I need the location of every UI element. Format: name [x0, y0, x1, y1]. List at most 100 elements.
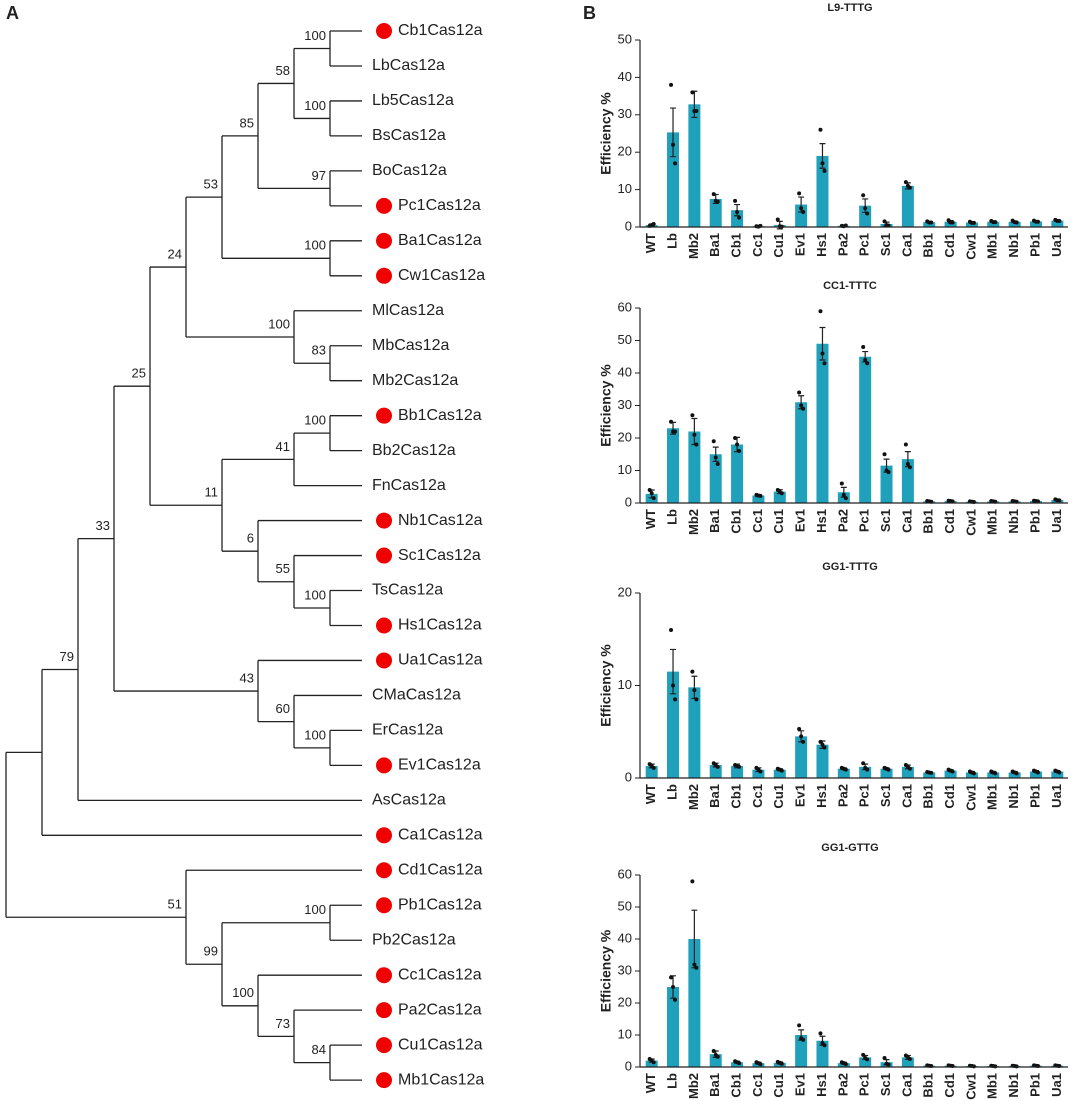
y-tick-label: 30	[618, 962, 632, 977]
data-point	[839, 481, 844, 486]
x-tick-label: Ba1	[707, 784, 722, 808]
data-point	[651, 1060, 656, 1065]
x-tick-label: Pc1	[857, 233, 872, 256]
x-tick-label: Sc1	[878, 1073, 893, 1096]
bar	[752, 495, 765, 503]
x-tick-label: Cd1	[942, 784, 957, 809]
leaf-label: MlCas12a	[372, 302, 444, 319]
data-point	[907, 1057, 912, 1061]
bar	[667, 428, 680, 503]
leaf-label: BoCas12a	[372, 162, 447, 179]
leaf-label: Pc1Cas12a	[398, 197, 481, 214]
bar	[795, 402, 808, 503]
data-point	[673, 997, 678, 1002]
data-point	[671, 683, 676, 688]
x-tick-label: Cw1	[963, 233, 978, 260]
marker	[376, 512, 392, 529]
leaf-label: Lb5Cas12a	[372, 92, 454, 109]
x-tick-label: Ua1	[1049, 1073, 1064, 1097]
bar	[944, 770, 957, 778]
data-point	[843, 767, 848, 772]
leaf-label: Sc1Cas12a	[398, 547, 481, 564]
x-tick-label: Lb	[664, 1073, 679, 1089]
bar	[1051, 771, 1064, 778]
leaf-label: Ba1Cas12a	[398, 232, 482, 249]
data-point	[971, 1064, 976, 1069]
bar	[923, 222, 936, 227]
support-label: 100	[304, 238, 326, 253]
data-point	[797, 390, 802, 395]
support-label: 33	[96, 518, 110, 533]
bar	[816, 1040, 829, 1067]
data-point	[779, 768, 784, 773]
marker	[376, 197, 392, 214]
x-tick-label: Pb1	[1027, 784, 1042, 808]
bar	[795, 204, 808, 227]
y-tick-label: 10	[618, 1026, 632, 1041]
x-tick-label: Cc1	[750, 1073, 765, 1097]
x-tick-label: Mb1	[985, 1073, 1000, 1099]
marker	[376, 827, 392, 844]
marker	[376, 967, 392, 984]
data-point	[907, 766, 912, 771]
x-tick-label: Cc1	[750, 784, 765, 808]
y-tick-label: 50	[618, 898, 632, 913]
error-bar	[670, 107, 677, 158]
x-tick-label: Ua1	[1049, 784, 1064, 808]
data-point	[669, 975, 674, 980]
leaf-label: Nb1Cas12a	[398, 512, 483, 529]
x-tick-label: Sc1	[878, 233, 893, 256]
bar	[688, 431, 701, 503]
data-point	[713, 455, 718, 460]
bar	[709, 198, 722, 227]
data-point	[820, 161, 825, 166]
chart-title: GG1-GTTG	[821, 842, 878, 854]
marker	[376, 547, 392, 564]
data-point	[799, 403, 804, 408]
x-tick-label: Ca1	[899, 509, 914, 533]
data-point	[903, 180, 908, 185]
x-tick-label: Ba1	[707, 509, 722, 533]
leaf-label: Cd1Cas12a	[398, 861, 483, 878]
x-tick-label: Pb1	[1027, 233, 1042, 257]
x-tick-label: Nb1	[1006, 1073, 1021, 1098]
data-point	[861, 193, 866, 198]
data-point	[775, 217, 780, 222]
data-point	[715, 199, 720, 204]
marker	[376, 1037, 392, 1054]
data-point	[1057, 498, 1062, 503]
data-point	[797, 726, 802, 731]
y-tick-label: 50	[618, 31, 632, 46]
bar	[837, 768, 850, 778]
marker	[376, 617, 392, 634]
data-point	[820, 351, 825, 356]
y-tick-label: 10	[618, 181, 632, 196]
y-tick-label: 30	[618, 397, 632, 412]
y-axis-label: Efficiency %	[598, 644, 614, 727]
data-point	[886, 470, 891, 475]
support-label: 100	[304, 98, 326, 113]
bar	[859, 356, 872, 503]
support-label: 100	[304, 413, 326, 428]
support-label: 41	[276, 439, 290, 454]
x-tick-label: Pc1	[857, 784, 872, 807]
data-point	[733, 198, 738, 203]
leaf-label: MbCas12a	[372, 337, 449, 354]
marker	[376, 1072, 392, 1089]
bar	[901, 766, 914, 778]
y-tick-label: 40	[618, 364, 632, 379]
data-point	[694, 442, 699, 447]
data-point	[673, 429, 678, 434]
data-point	[818, 309, 823, 314]
x-tick-label: Pa2	[835, 1073, 850, 1096]
x-tick-label: Sc1	[878, 509, 893, 532]
data-point	[1035, 770, 1040, 775]
x-tick-label: Sc1	[878, 784, 893, 807]
support-label: 100	[232, 985, 254, 1000]
leaf-label: BsCas12a	[372, 127, 446, 144]
x-tick-label: Mb1	[985, 233, 1000, 259]
data-point	[737, 449, 742, 453]
x-tick-label: Nb1	[1006, 509, 1021, 534]
support-label: 60	[276, 701, 290, 716]
data-point	[818, 739, 823, 744]
